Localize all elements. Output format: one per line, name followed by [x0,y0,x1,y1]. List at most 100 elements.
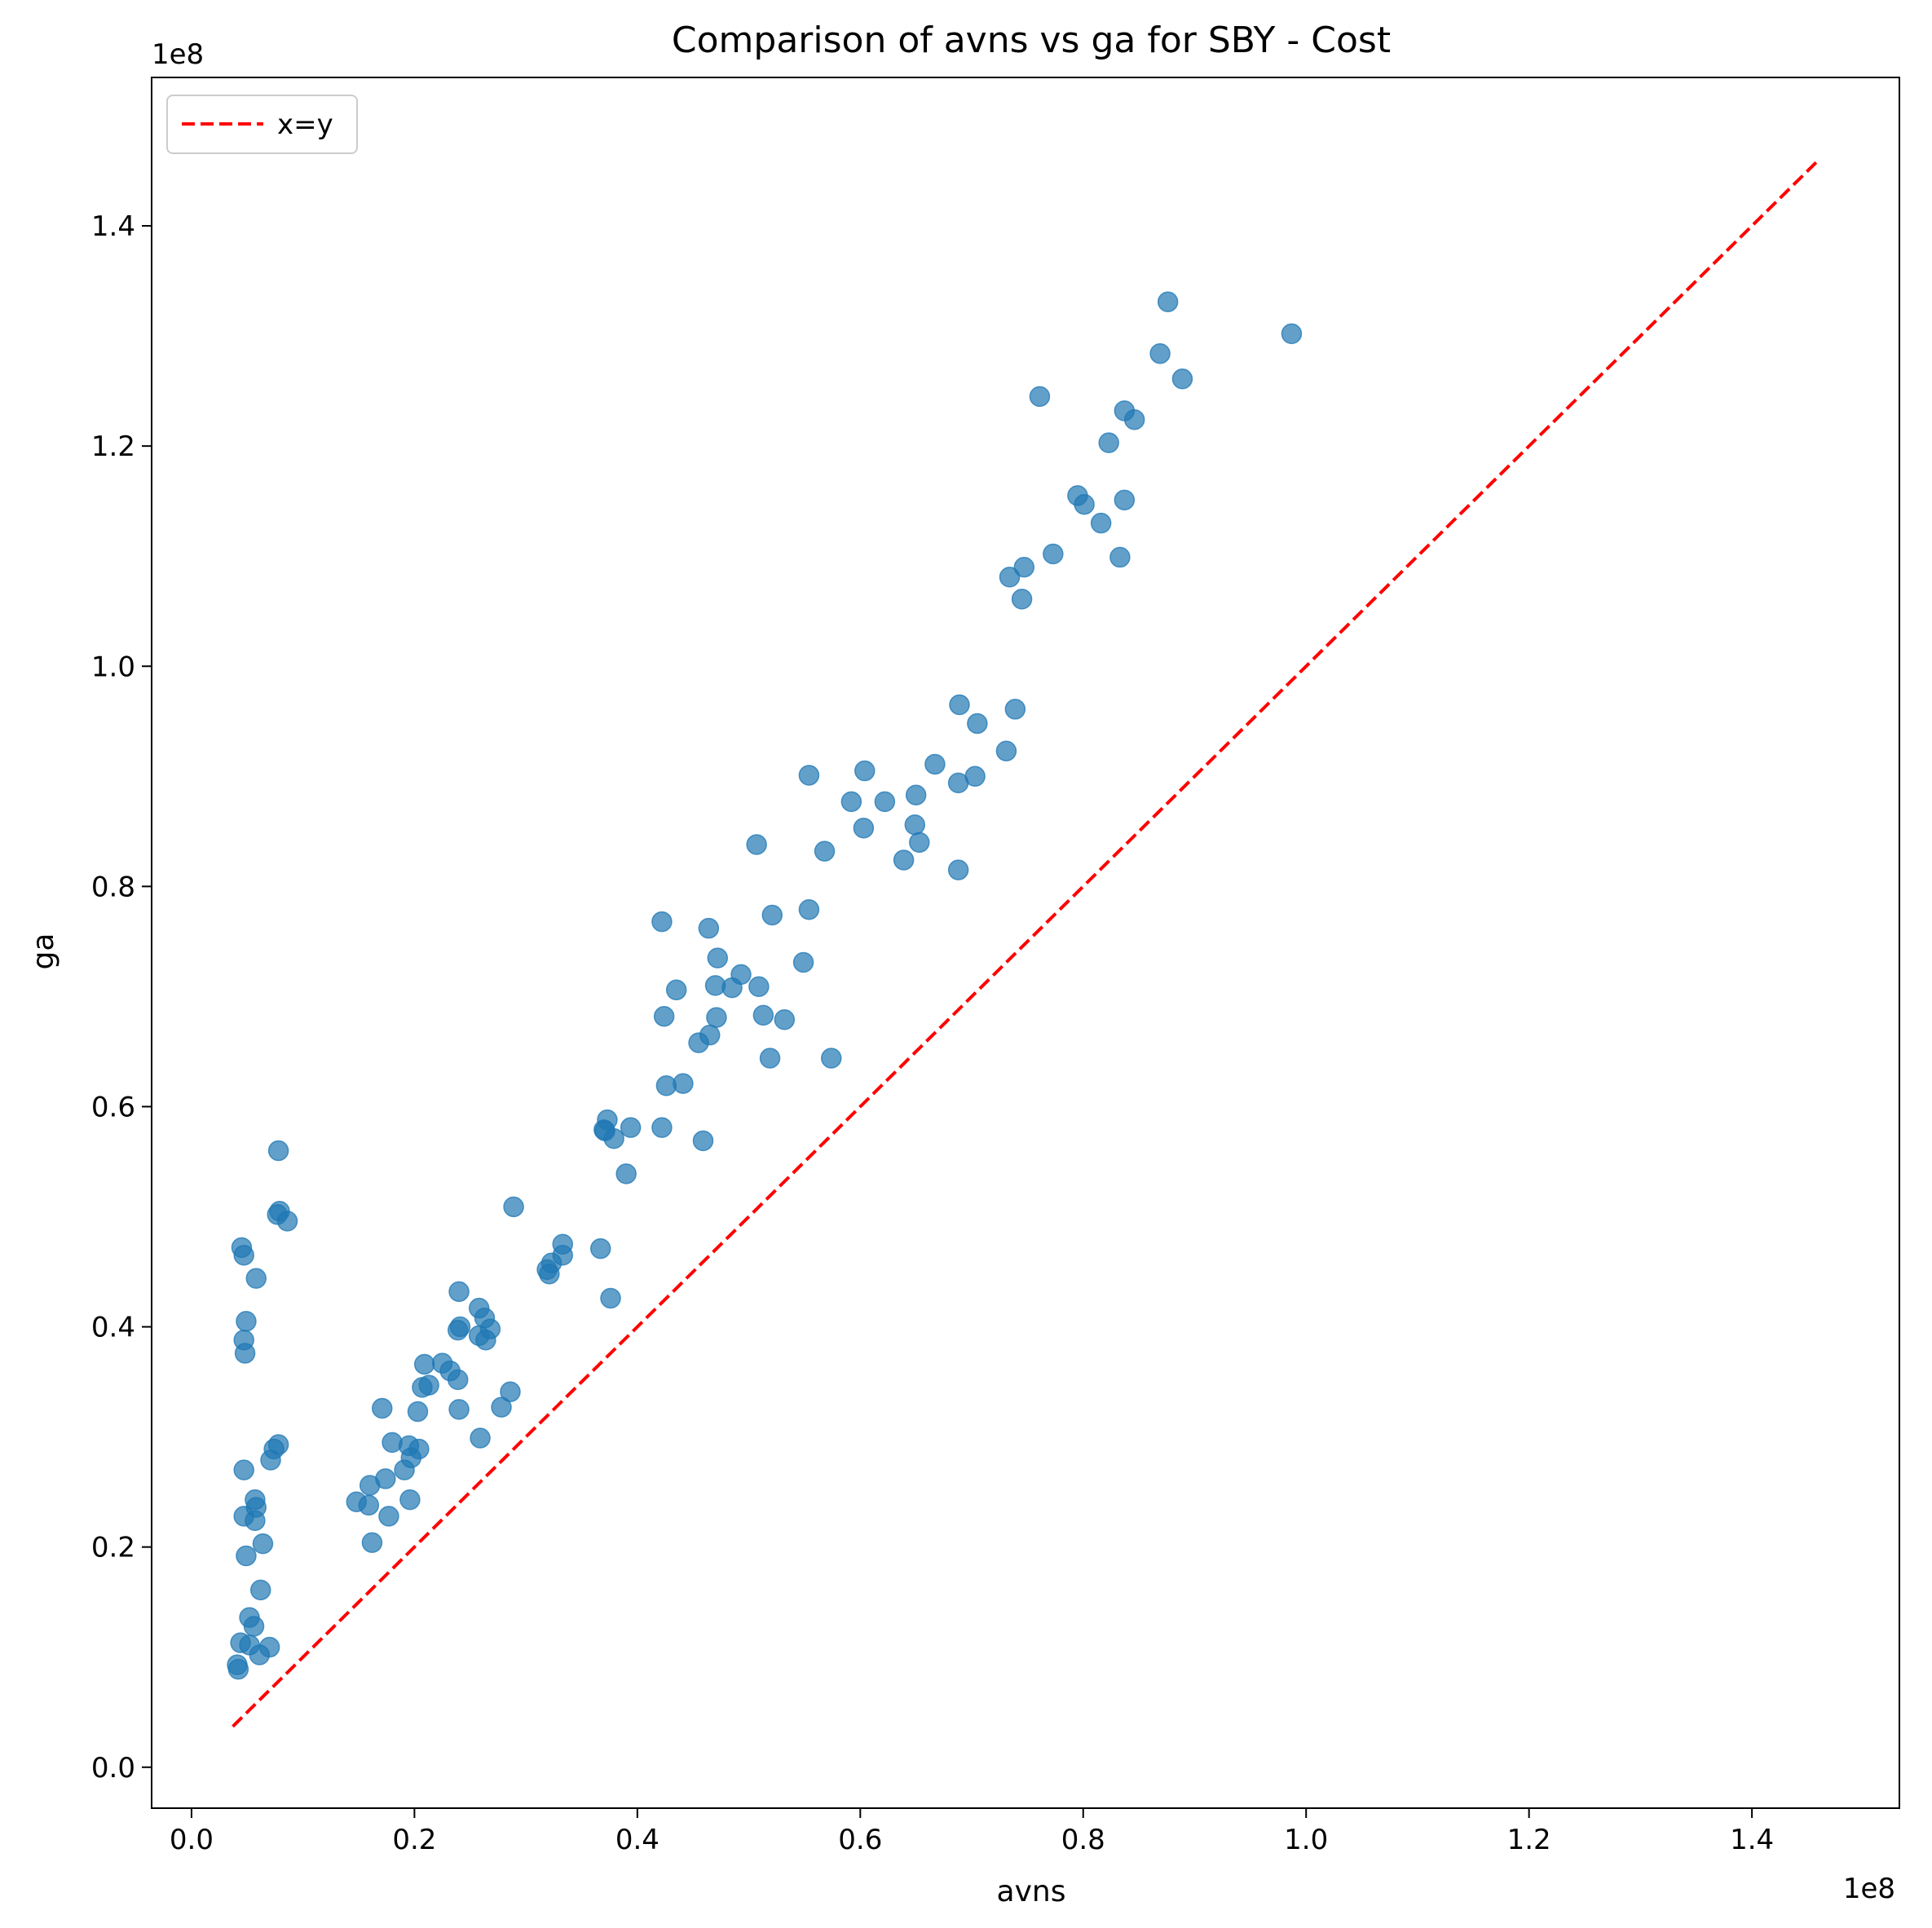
data-point [692,1130,714,1152]
y-tick-label: 1.4 [91,210,135,243]
x-tick-label: 0.0 [170,1824,214,1856]
y-axis-ticks: 0.0 0.2 0.4 0.6 0.8 1.0 1.2 1.4 [91,210,152,1785]
data-point [1114,489,1136,511]
data-point [1029,386,1051,408]
data-point [1013,556,1035,578]
y-tick-label: 1.2 [91,430,135,463]
data-point [1281,323,1303,345]
data-point [1004,699,1026,720]
data-point [358,1494,380,1516]
data-point [503,1196,524,1218]
data-point [1171,368,1193,390]
y-tick-label: 0.0 [91,1752,135,1785]
data-point [821,1048,842,1069]
data-point [909,832,930,854]
data-point [394,1459,415,1480]
data-point [448,1281,470,1303]
data-point [243,1616,265,1637]
data-point [999,567,1021,588]
data-point [1074,493,1095,515]
data-point [1157,291,1179,312]
data-point [382,1432,403,1454]
chart-title: Comparison of avns vs ga for SBY - Cost [672,20,1391,61]
data-point [399,1489,421,1511]
data-point [267,1140,289,1162]
data-point [470,1427,491,1449]
data-point [449,1316,471,1338]
data-point [688,1032,709,1053]
x-tick-label: 0.8 [1061,1824,1105,1856]
data-point [698,917,720,939]
data-point [620,1117,642,1138]
x-tick-label: 1.0 [1284,1824,1328,1856]
data-point [378,1506,399,1527]
data-point [792,951,814,973]
data-point [245,1268,267,1289]
data-point [798,898,820,920]
data-point [539,1263,560,1285]
y-tick-label: 0.2 [91,1532,135,1564]
data-point [1123,408,1145,430]
data-point [707,947,729,968]
data-point [746,834,767,855]
data-point [412,1377,433,1398]
data-point [1149,342,1171,364]
data-point [1109,546,1131,568]
data-point [491,1396,512,1418]
y-tick-label: 0.6 [91,1091,135,1123]
x-tick-label: 0.2 [392,1824,436,1856]
data-point [413,1353,435,1375]
x-tick-label: 1.4 [1730,1824,1774,1856]
plot-area [227,158,1820,1728]
y-axis-label: ga [27,933,60,970]
data-point [874,791,896,813]
data-point [853,818,875,839]
data-point [655,1075,677,1096]
data-point [1043,543,1064,565]
data-point [227,1658,249,1680]
data-point [361,1532,383,1554]
x-axis-multiplier: 1e8 [1843,1873,1895,1905]
y-tick-label: 0.4 [91,1312,135,1344]
data-point [233,1459,254,1480]
data-point [236,1545,257,1567]
data-point [615,1163,637,1185]
data-point [761,904,783,926]
x-axis-label: avns [997,1875,1066,1908]
data-point [1090,512,1112,534]
data-point [774,1009,796,1030]
data-point [798,765,820,786]
data-point [236,1311,257,1332]
data-point [706,1007,727,1028]
data-point [665,979,687,1001]
data-point [653,1005,675,1027]
y-tick-label: 1.0 [91,651,135,683]
x-tick-label: 1.2 [1507,1824,1551,1856]
legend-label: x=y [277,108,333,141]
data-point [814,840,836,862]
data-point [249,1644,271,1665]
data-points [227,291,1303,1680]
data-point [371,1397,393,1419]
data-point [245,1510,266,1531]
data-point [759,1048,781,1069]
data-point [276,1211,298,1232]
data-point [854,760,876,782]
legend: x=y [166,95,358,154]
data-point [603,1127,624,1149]
data-point [260,1449,281,1471]
data-point [233,1245,254,1266]
data-point [500,1381,521,1402]
data-point [721,977,743,999]
data-point [967,713,988,735]
data-point [448,1399,470,1420]
data-point [949,694,970,716]
data-point [407,1401,429,1423]
data-point [947,772,969,794]
data-point [1011,589,1033,610]
data-point [905,784,927,806]
x-tick-label: 0.4 [615,1824,659,1856]
data-point [893,849,915,871]
